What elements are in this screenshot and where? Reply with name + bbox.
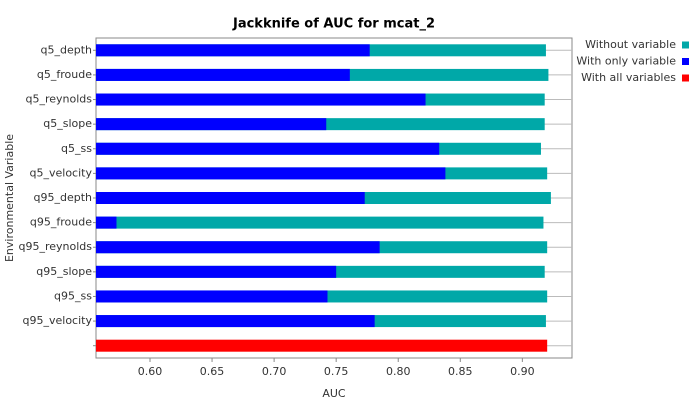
bar [96,44,370,57]
legend-swatch [682,74,689,82]
bar [96,167,446,180]
bar [96,290,328,303]
y-tick-label: q5_depth [41,43,93,56]
x-tick-label: 0.90 [510,365,535,378]
legend-label: With all variables [581,71,676,84]
y-tick-label: q95_reynolds [18,240,92,253]
x-tick-label: 0.85 [448,365,473,378]
bar [96,216,117,229]
y-tick-label: q5_velocity [30,166,93,179]
bar [96,192,365,204]
y-tick-label: q95_slope [36,265,92,278]
bar [96,68,350,81]
bar [96,216,544,229]
x-axis-label: AUC [322,387,346,400]
bar [96,142,440,155]
y-tick-label: q5_froude [37,68,92,81]
y-tick-label: q95_depth [34,191,93,204]
legend-label: Without variable [585,38,676,51]
legend-swatch [682,58,689,65]
legend-label: With only variable [576,55,676,68]
x-tick-label: 0.75 [324,365,349,378]
chart-title: Jackknife of AUC for mcat_2 [232,17,435,32]
y-tick-label: q95_velocity [23,314,93,327]
x-tick-label: 0.65 [200,365,225,378]
x-tick-label: 0.80 [386,365,411,378]
y-axis-label: Environmental Variable [3,134,16,262]
y-tick-label: q95_froude [30,216,92,229]
y-tick-label: q5_ss [61,142,92,155]
bar [96,339,548,352]
y-tick-label: q5_reynolds [25,93,92,106]
bar [96,93,426,106]
x-tick-label: 0.60 [138,365,163,378]
bar [96,118,327,131]
x-tick-label: 0.70 [262,365,287,378]
y-tick-label: q95_ss [54,289,92,302]
bar [96,315,375,328]
legend-swatch [682,41,689,49]
y-tick-label: q5_slope [43,117,92,130]
bar [96,241,380,254]
bar [96,265,337,278]
